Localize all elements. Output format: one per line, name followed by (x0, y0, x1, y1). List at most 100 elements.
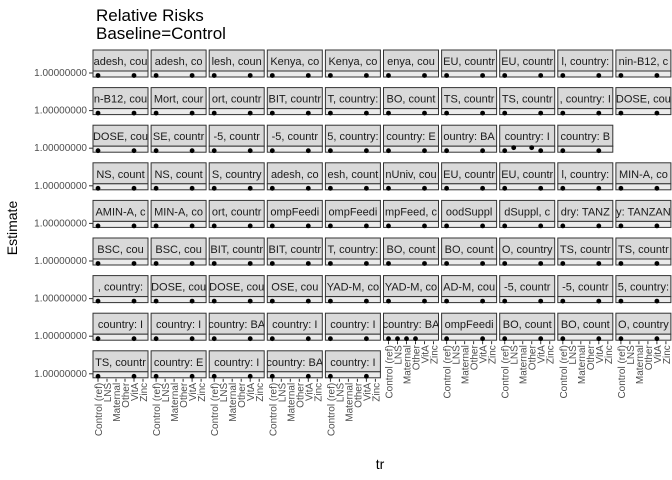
facet-panel (557, 108, 614, 116)
facet-panel (615, 220, 672, 228)
estimate-point (269, 185, 275, 191)
x-tick-label: VitA (595, 345, 606, 363)
estimate-point (538, 148, 544, 154)
facet-strip-label: Kenya, co (270, 56, 319, 68)
x-tick-label: Zinc (139, 383, 150, 402)
facet-panel (208, 296, 265, 304)
facet-panel (266, 183, 323, 191)
facet-panel (324, 296, 381, 304)
facet-panel (441, 220, 498, 228)
x-tick-label: Maternal (286, 383, 297, 422)
estimate-point (328, 223, 333, 229)
facet-strip-label: , country: (98, 282, 143, 294)
facet-panel (441, 333, 498, 341)
facet-panel (441, 258, 498, 266)
facet-strip-label: DOSE, cou (209, 282, 264, 294)
x-tick-label: LNS (219, 382, 230, 402)
estimate-point (596, 110, 602, 116)
facet-panel (92, 296, 149, 304)
estimate-point (538, 73, 544, 78)
estimate-point (269, 298, 275, 304)
x-tick-label: LNS (510, 345, 521, 365)
x-tick-label: Other (237, 382, 248, 408)
estimate-point (422, 148, 427, 154)
estimate-point (502, 261, 508, 266)
estimate-point (269, 110, 275, 116)
y-tick-label: 1.00000000 (34, 294, 87, 305)
facet-panel (615, 183, 672, 191)
facet-strip-label: TS, countr (618, 244, 669, 256)
facet-panel (499, 70, 556, 78)
x-tick-label: Zinc (604, 345, 615, 364)
facet-panel (557, 145, 614, 153)
estimate-point (305, 73, 311, 78)
facet-strip-label: country: I (156, 319, 201, 331)
estimate-point (444, 110, 449, 116)
estimate-point (596, 223, 602, 229)
estimate-point (560, 336, 566, 342)
x-tick-label: Control (ref) (210, 383, 221, 436)
y-tick-label: 1.00000000 (34, 369, 87, 380)
facet-panel (324, 70, 381, 78)
facet-panels: 1.00000000 adesh, cou adesh, co lesh, coun K… (34, 49, 672, 436)
x-tick-label: Other (353, 382, 364, 408)
facet-panel (324, 371, 381, 379)
estimate-point (364, 73, 369, 78)
y-tick-label: 1.00000000 (34, 143, 87, 154)
facet-strip-label: BO, count (387, 94, 436, 106)
estimate-point (386, 298, 391, 304)
estimate-point (131, 223, 137, 229)
x-tick-label: Control (ref) (268, 383, 279, 436)
facet-panel (150, 108, 207, 116)
estimate-point (153, 73, 159, 78)
estimate-point (364, 336, 369, 342)
estimate-point (502, 73, 508, 78)
facet-strip-label: country: BA (383, 319, 441, 331)
estimate-point (189, 373, 195, 379)
facet-strip-label: TS, countr (95, 357, 146, 369)
estimate-point (153, 223, 159, 229)
facet-strip-label: l, country: (561, 169, 609, 181)
estimate-point (654, 223, 660, 229)
estimate-point (305, 373, 311, 379)
x-tick-label: Control (ref) (326, 383, 337, 436)
estimate-point (131, 298, 137, 304)
facet-strip-label: BO, count (561, 319, 610, 331)
facet-strip-label: adesh, cou (94, 56, 148, 68)
x-tick-label: Zinc (255, 383, 266, 402)
estimate-point (538, 185, 544, 191)
estimate-point (364, 148, 369, 154)
facet-strip-label: BSC, cou (155, 244, 201, 256)
facet-panel (150, 183, 207, 191)
facet-strip-label: nin-B12, c (619, 56, 669, 68)
estimate-point (502, 336, 508, 342)
estimate-point (247, 298, 253, 304)
facet-strip-label: ort, countr (212, 206, 262, 218)
facet-panel (324, 220, 381, 228)
facet-panel (208, 145, 265, 153)
facet-strip-label: 5, country: (327, 131, 378, 143)
facet-strip-label: S, country (212, 169, 262, 181)
facet-panel (92, 220, 149, 228)
facet-strip-label: AD-M, cou (443, 282, 495, 294)
estimate-point (364, 185, 369, 191)
facet-strip-label: country: BA (266, 357, 324, 369)
estimate-point (618, 73, 624, 78)
estimate-point (364, 223, 369, 229)
x-tick-label: Maternal (403, 345, 414, 384)
estimate-point (211, 148, 217, 154)
estimate-point (131, 373, 137, 379)
estimate-point (560, 185, 566, 191)
estimate-point (211, 73, 217, 78)
x-tick-label: VitA (246, 382, 257, 400)
estimate-point (560, 148, 566, 154)
estimate-point (247, 373, 253, 379)
estimate-point (95, 298, 101, 304)
facet-strip-label: adesh, co (155, 56, 203, 68)
x-tick-label: Zinc (488, 345, 499, 364)
x-tick-label: VitA (479, 345, 490, 363)
estimate-point (618, 223, 624, 229)
facet-strip-label: mpFeed, c (385, 206, 437, 218)
estimate-point (131, 148, 137, 154)
estimate-point (480, 261, 485, 266)
